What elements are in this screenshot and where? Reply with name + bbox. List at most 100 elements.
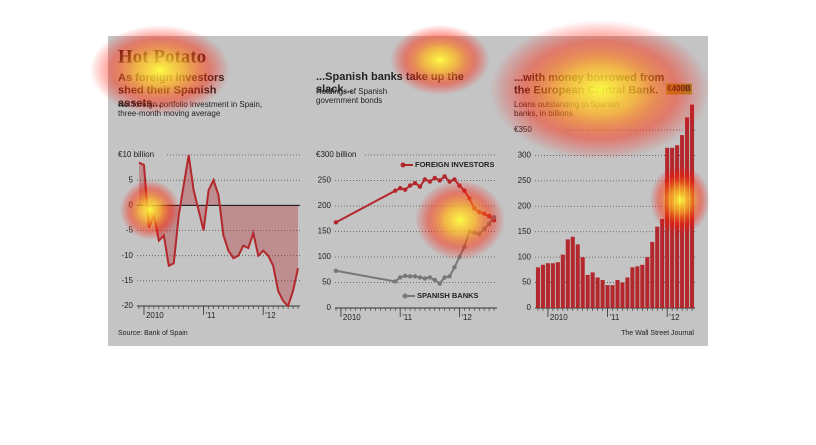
bar [555,262,560,308]
bar [625,277,630,308]
point [452,265,457,270]
point [397,275,403,280]
bar [600,280,605,308]
bar [545,263,550,308]
y-tick-label: 100 [518,252,532,261]
point [407,274,413,279]
point [447,274,452,279]
bar [635,266,640,308]
point [457,183,462,188]
point [417,275,423,280]
point [481,226,487,232]
point [462,188,467,193]
point [412,180,418,186]
x-tick-label: 2010 [343,313,361,322]
y-tick-label: -15 [121,276,133,285]
point [422,177,428,182]
bar [650,241,655,308]
point [442,174,447,179]
y-tick-label: 0 [527,303,532,312]
bar [535,267,541,308]
y-tick-label: 150 [518,227,532,236]
bar [689,104,695,308]
point [422,276,428,281]
bar [570,236,575,308]
bar [670,147,675,308]
y-tick-label: €350 [514,125,532,134]
y-tick-label: -20 [121,301,133,310]
bar [630,267,635,308]
x-tick-label: '12 [461,313,472,322]
point [437,281,442,286]
bar [550,263,555,308]
y-tick-label: 300 [518,151,532,160]
point [402,187,408,192]
point [472,230,477,235]
bar [615,280,620,308]
point [467,196,472,201]
point [407,183,413,188]
title: Hot Potato [118,46,206,67]
point [333,220,339,225]
legend-label: FOREIGN INVESTORS [415,160,494,169]
point [402,273,408,279]
bar [680,135,685,308]
subtitle: ...with money borrowed from the European … [514,72,665,97]
bar [560,254,565,308]
bar [540,264,545,308]
line [138,154,299,308]
y-tick-label: 100 [318,252,332,261]
point [472,206,477,211]
y-tick-label: 50 [522,278,531,287]
bar [665,147,670,308]
x-tick-label: '11 [402,313,412,322]
y-tick-label: 250 [318,176,332,185]
y-tick-label: €300 billion [316,150,356,159]
point [467,229,472,234]
y-tick-label: 250 [518,176,532,185]
point [452,177,457,182]
point [477,231,482,237]
point [486,221,492,227]
bar [585,274,590,308]
point [417,184,423,189]
source: Source: Bank of Spain [118,330,188,337]
point [437,178,442,183]
legend-marker [400,162,406,168]
point [491,215,497,220]
x-tick-label: 2010 [146,311,164,320]
point [486,214,492,219]
point [393,279,398,284]
point [477,209,482,215]
bar [565,239,570,308]
description: Holdings of Spanish government bonds [316,87,387,105]
x-tick-label: '11 [206,311,216,320]
bar [580,257,585,308]
bar [645,257,650,308]
point [457,254,462,260]
point [442,275,447,280]
y-tick-label: 50 [322,278,331,287]
point [427,275,433,280]
point [432,175,437,181]
y-tick-label: 0 [327,303,332,312]
bar [605,285,610,308]
point [393,188,398,193]
point [481,211,487,216]
x-tick-label: '12 [669,313,680,322]
x-tick-label: '11 [610,313,620,322]
point [432,277,437,283]
bar [675,145,680,308]
y-tick-label: 150 [318,227,332,236]
point [333,268,339,273]
bar [575,244,580,308]
y-tick-label: 0 [129,200,134,209]
bar [685,117,690,309]
point [447,179,452,184]
y-tick-label: -10 [121,251,133,260]
value-label: €400B [667,84,691,93]
bar [620,282,625,308]
x-tick-label: 2010 [550,313,568,322]
